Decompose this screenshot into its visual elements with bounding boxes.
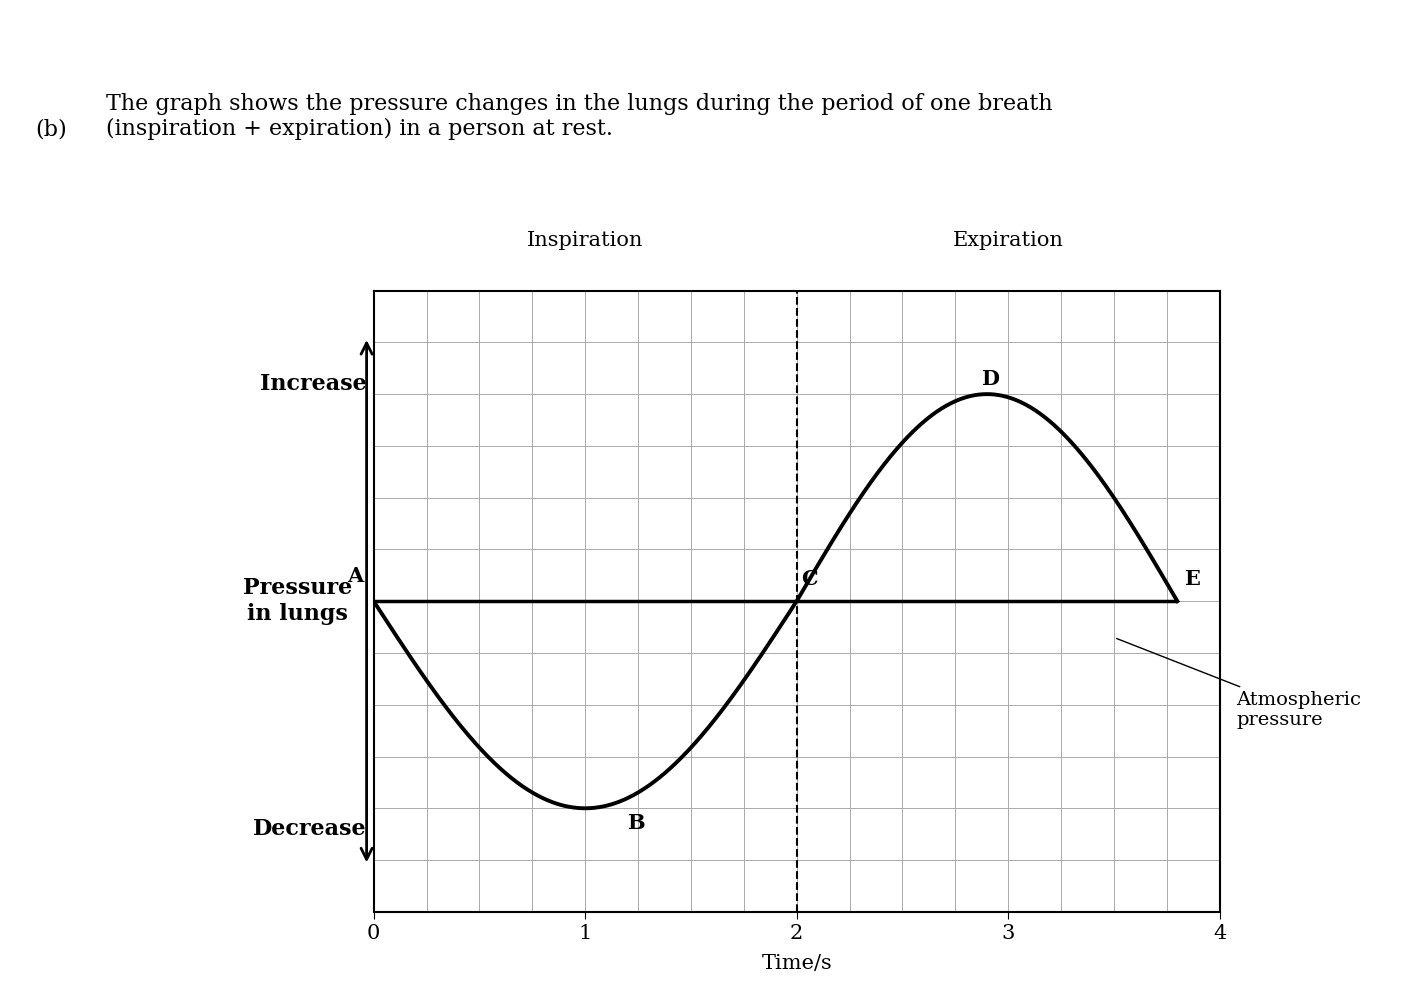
- Text: B: B: [627, 814, 646, 834]
- Text: Inspiration: Inspiration: [527, 231, 643, 250]
- Text: D: D: [981, 369, 998, 389]
- Text: C: C: [801, 569, 818, 589]
- Text: A: A: [347, 566, 364, 585]
- Text: E: E: [1184, 569, 1200, 589]
- X-axis label: Time/s: Time/s: [761, 954, 832, 973]
- Text: Decrease: Decrease: [252, 818, 367, 840]
- Text: The graph shows the pressure changes in the lungs during the period of one breat: The graph shows the pressure changes in …: [106, 93, 1052, 140]
- Text: Atmospheric
pressure: Atmospheric pressure: [1117, 638, 1362, 729]
- Text: Increase: Increase: [259, 373, 367, 395]
- Text: Pressure
in lungs: Pressure in lungs: [244, 577, 352, 625]
- Text: Expiration: Expiration: [953, 231, 1063, 250]
- Text: (b): (b): [35, 118, 68, 140]
